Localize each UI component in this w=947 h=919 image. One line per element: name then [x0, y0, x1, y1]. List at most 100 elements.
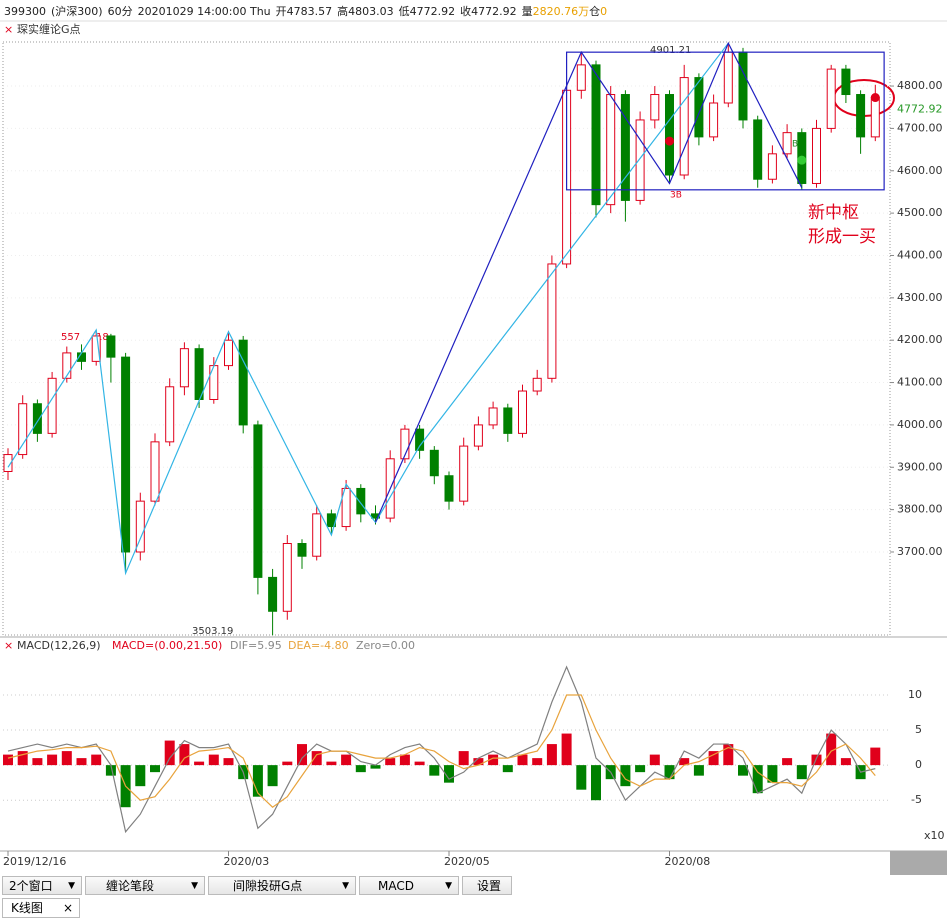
signal-dot	[870, 93, 880, 103]
y-tick-label: 4600.00	[897, 164, 943, 177]
label: 设置	[477, 879, 502, 893]
candle-body	[473, 424, 483, 447]
candle-body	[635, 119, 645, 201]
macd-bar	[840, 758, 851, 766]
candle-body	[503, 407, 513, 434]
y-tick-label: 4700.00	[897, 121, 943, 134]
y-tick-label: 4100.00	[897, 376, 943, 389]
settings-button[interactable]: 设置	[462, 876, 512, 895]
last-price-label: 4772.92	[897, 103, 943, 116]
candle-body	[356, 487, 366, 515]
macd-bar	[399, 754, 410, 766]
candle-body	[47, 377, 57, 434]
macd-bar	[693, 765, 704, 776]
x-tick-label: 2020/03	[224, 855, 270, 868]
macd-bar	[223, 758, 234, 766]
close-icon[interactable]: ×	[4, 23, 13, 36]
macd-bar	[267, 765, 278, 787]
macd-bar	[17, 751, 28, 766]
macd-bar	[252, 765, 263, 797]
indicator-name: 琛实缠论G点	[17, 22, 81, 36]
macd-bar	[488, 754, 499, 766]
macd-bar	[576, 765, 587, 790]
close-icon[interactable]: ×	[4, 639, 13, 652]
chart-tab[interactable]: K线图 ×	[2, 898, 80, 918]
high-annotation: 4901.21	[650, 45, 691, 56]
stroke-button[interactable]: 缠论笔段 ▼	[85, 876, 205, 895]
candle-body	[547, 263, 557, 379]
candle-body	[106, 335, 116, 358]
candle-body	[870, 97, 880, 138]
label: MACD	[378, 879, 414, 893]
candle-body	[253, 424, 263, 578]
y-tick-label: 3800.00	[897, 503, 943, 516]
candle-body	[782, 132, 792, 155]
macd-tick-label: 10	[908, 688, 922, 701]
candle-body	[194, 348, 204, 400]
candle-body	[767, 153, 777, 180]
candle-body	[576, 64, 586, 91]
indicator-button[interactable]: MACD ▼	[359, 876, 459, 895]
macd-tick-label: 5	[915, 723, 922, 736]
annotation: 3B	[670, 191, 682, 201]
signal-dot	[665, 136, 674, 146]
candle-body	[709, 102, 719, 138]
zero-value: Zero=0.00	[356, 639, 415, 652]
candle-body	[620, 94, 630, 201]
macd-bar	[341, 754, 352, 766]
macd-line	[7, 694, 876, 808]
candle-body	[150, 441, 160, 502]
candle-body	[312, 513, 322, 557]
macd-bar	[370, 765, 381, 769]
macd-bar	[649, 754, 660, 766]
position-label: 仓	[589, 5, 601, 18]
windows-button[interactable]: 2个窗口 ▼	[2, 876, 82, 895]
macd-bar	[723, 744, 734, 766]
high: 高4803.03	[337, 5, 394, 18]
candle-body	[459, 445, 469, 502]
macd-bar	[532, 758, 543, 766]
macd-bar	[796, 765, 807, 780]
note: 新中枢	[808, 203, 859, 223]
corner	[890, 851, 947, 875]
candle-body	[665, 94, 674, 176]
candle-body	[591, 64, 601, 206]
candle-body	[179, 348, 189, 388]
candle-body	[268, 576, 278, 612]
macd-bar	[811, 754, 822, 766]
y-tick-label: 3700.00	[897, 545, 943, 558]
label: 缠论笔段	[106, 879, 155, 893]
gpoint-button[interactable]: 间隙投研G点 ▼	[208, 876, 356, 895]
candle-body	[650, 94, 660, 121]
macd-bar	[208, 754, 219, 766]
macd-bar	[635, 765, 646, 773]
label: K线图	[11, 901, 43, 915]
dea-value: DEA=-4.80	[288, 639, 349, 652]
tab-close[interactable]: ×	[62, 901, 73, 915]
macd-bar	[105, 765, 116, 776]
candle-body	[18, 403, 28, 456]
note: 形成一买	[808, 227, 876, 247]
candle-body	[606, 94, 616, 206]
macd-bar	[3, 754, 13, 766]
candle-body	[415, 428, 425, 451]
low: 低4772.92	[398, 5, 456, 18]
macd-bar	[135, 765, 146, 787]
candle-body	[62, 352, 72, 379]
macd-bar	[91, 754, 102, 766]
y-tick-label: 4000.00	[897, 418, 943, 431]
candle-body	[297, 543, 307, 557]
macd-bar	[355, 765, 366, 773]
y-tick-label: 4500.00	[897, 206, 943, 219]
candle-body	[429, 449, 439, 477]
y-tick-label: 3900.00	[897, 460, 943, 473]
candle-body	[518, 390, 527, 434]
candle-body	[753, 119, 763, 180]
quote-header: 399300 (沪深300) 60分 20201029 14:00:00 Thu 开47…	[4, 3, 612, 19]
macd-bar	[870, 747, 881, 766]
candle-body	[224, 339, 233, 367]
macd-bar	[385, 758, 396, 766]
x-tick-label: 2020/05	[444, 855, 490, 868]
candle-body	[723, 51, 733, 104]
